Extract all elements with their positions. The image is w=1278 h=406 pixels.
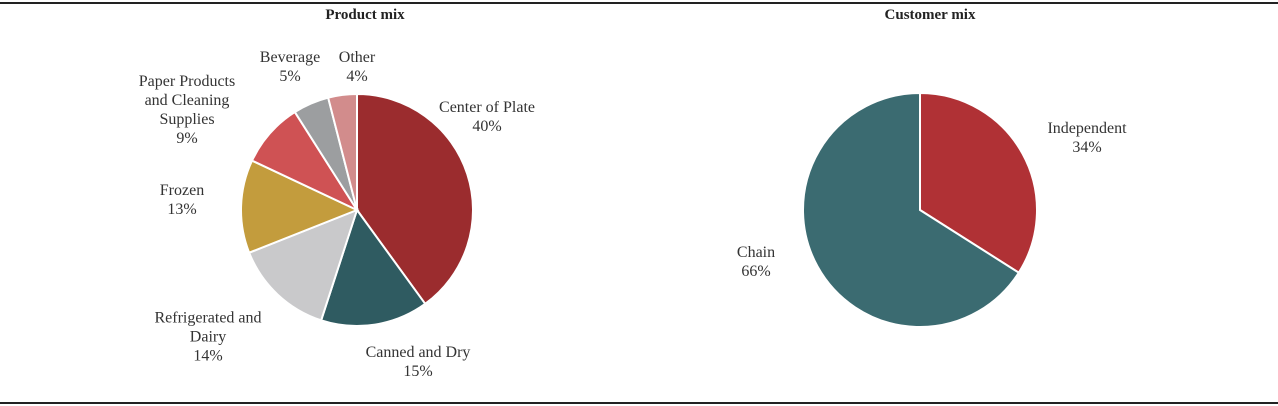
slice-label: Refrigerated and Dairy 14% bbox=[148, 309, 268, 366]
category-label: Frozen bbox=[159, 182, 205, 199]
slice-label: Center of Plate 40% bbox=[432, 98, 542, 136]
slice-label: Frozen 13% bbox=[137, 181, 227, 219]
value-label: 4% bbox=[346, 68, 368, 85]
category-label: Beverage bbox=[259, 49, 321, 66]
value-label: 40% bbox=[472, 118, 502, 135]
value-label: 34% bbox=[1072, 139, 1102, 156]
category-label: Center of Plate bbox=[439, 99, 535, 116]
category-label: Paper Products and Cleaning Supplies bbox=[138, 73, 236, 128]
slice-label: Other 4% bbox=[327, 48, 387, 86]
pie-slice bbox=[319, 207, 427, 327]
value-label: 9% bbox=[176, 130, 198, 147]
slice-label: Chain 66% bbox=[711, 243, 801, 281]
category-label: Independent bbox=[1047, 120, 1127, 137]
value-label: 66% bbox=[741, 263, 771, 280]
pie-slice bbox=[240, 159, 360, 255]
slice-label: Paper Products and Cleaning Supplies 9% bbox=[127, 72, 247, 148]
pie-slice bbox=[326, 92, 358, 211]
category-label: Other bbox=[338, 49, 376, 66]
chart-title: Customer mix bbox=[884, 7, 976, 23]
pie-slice bbox=[802, 91, 1021, 328]
value-label: 13% bbox=[167, 201, 197, 218]
category-label: Canned and Dry bbox=[365, 344, 471, 361]
pie-slice bbox=[247, 208, 359, 322]
slice-label: Canned and Dry 15% bbox=[363, 343, 473, 381]
category-label: Chain bbox=[736, 244, 776, 261]
slice-label: Independent 34% bbox=[1027, 119, 1147, 157]
pie-slice bbox=[356, 92, 474, 306]
slice-label: Beverage 5% bbox=[245, 48, 335, 86]
chart-title: Product mix bbox=[325, 7, 405, 23]
value-label: 15% bbox=[403, 363, 433, 380]
value-label: 14% bbox=[193, 347, 223, 365]
category-label: Refrigerated and Dairy bbox=[154, 309, 262, 346]
value-label: 5% bbox=[279, 68, 301, 85]
